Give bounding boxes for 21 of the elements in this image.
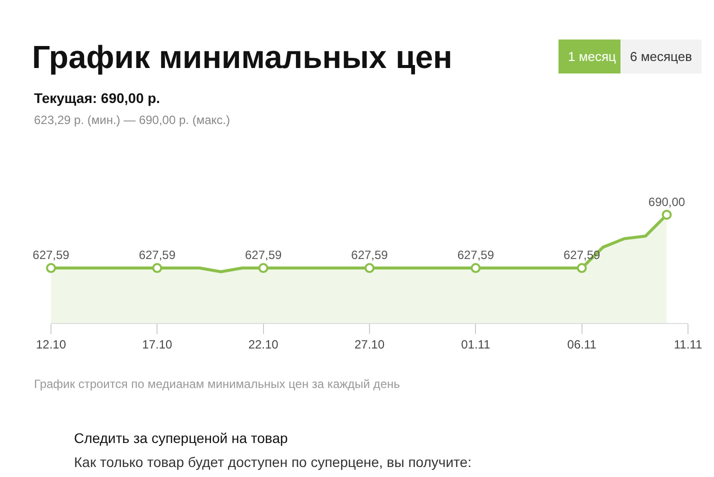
data-label: 627,59 bbox=[32, 248, 70, 262]
annotation: Следить за суперценой на товар bbox=[74, 430, 288, 446]
annotation: Как только товар будет доступен по суперцене, вы получите: bbox=[74, 454, 472, 470]
text: 6 месяцев bbox=[630, 49, 692, 64]
annotation: График строится по медианам минимальных цен за каждый день bbox=[34, 377, 400, 391]
data-label: 627,59 bbox=[138, 248, 176, 262]
x-tick-label: 01.11 bbox=[461, 337, 491, 352]
x-tick-label: 22.10 bbox=[248, 337, 279, 352]
data-label: 627,59 bbox=[457, 248, 494, 262]
x-tick-label: 27.10 bbox=[354, 337, 385, 352]
text: 1 месяц bbox=[568, 49, 617, 64]
x-tick-label: 06.11 bbox=[567, 337, 597, 352]
x-tick-label: 11.11 bbox=[674, 337, 702, 352]
data-label: 627,59 bbox=[244, 248, 282, 262]
x-tick-label: 17.10 bbox=[142, 337, 173, 352]
data-label: 690,00 bbox=[648, 194, 686, 209]
chart-title: График минимальных цен bbox=[32, 39, 452, 76]
chart-subtitle: Текущая: 690,00 р. bbox=[34, 90, 160, 106]
text: 623,29 р. (мин.) — 690,00 р. (макс.) bbox=[34, 113, 230, 127]
data-label: 627,59 bbox=[351, 248, 388, 262]
x-tick-label: 12.10 bbox=[36, 337, 66, 352]
